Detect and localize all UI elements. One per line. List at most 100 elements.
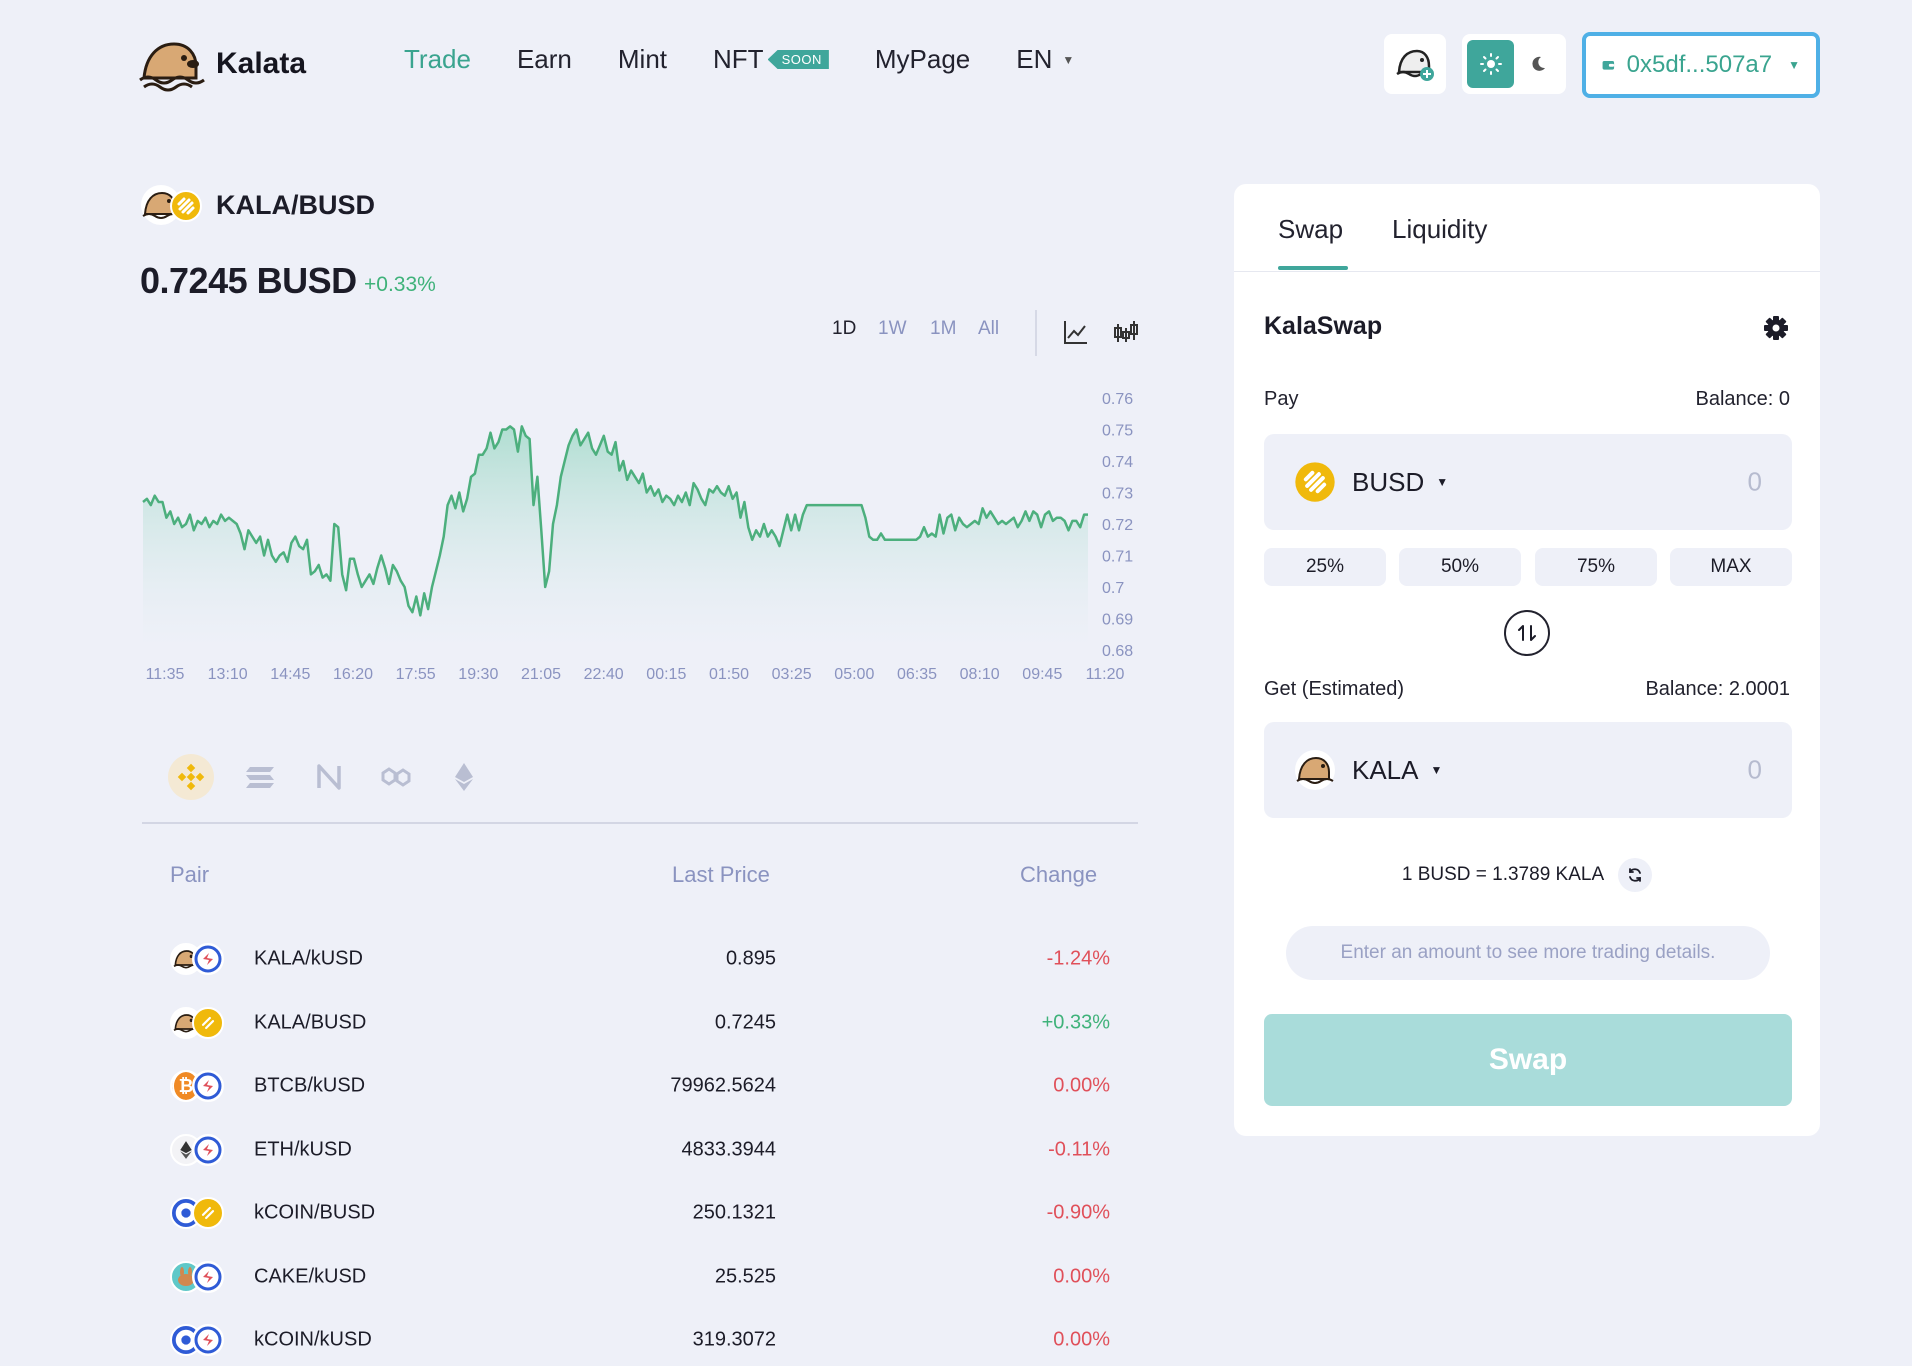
chain-filter-bnb[interactable] <box>168 754 214 800</box>
busd-token-icon <box>170 190 202 222</box>
percent-50-button[interactable]: 50% <box>1399 548 1521 586</box>
market-row[interactable]: CAKE/kUSD 25.525 0.00% <box>140 1246 1110 1308</box>
nav-nft[interactable]: NFT SOON <box>713 44 829 75</box>
pair-icons <box>140 184 202 226</box>
chain-filter-solana[interactable] <box>237 754 283 800</box>
add-kala-token-button[interactable] <box>1384 34 1446 94</box>
market-row[interactable]: KALA/kUSD 0.895 -1.24% <box>140 928 1110 990</box>
brand-logo[interactable]: Kalata <box>138 36 306 92</box>
x-tick-label: 21:05 <box>521 666 561 683</box>
market-row[interactable]: kCOIN/BUSD 250.1321 -0.90% <box>140 1182 1110 1244</box>
market-row[interactable]: ETH/kUSD 4833.3944 -0.11% <box>140 1119 1110 1181</box>
row-pair: KALA/kUSD <box>254 947 363 970</box>
timeframe-1d[interactable]: 1D <box>832 318 857 339</box>
col-header-pair[interactable]: Pair <box>170 862 210 887</box>
y-tick-label: 0.76 <box>1102 391 1133 408</box>
row-pair: ETH/kUSD <box>254 1138 352 1160</box>
row-change: -0.90% <box>1046 1201 1110 1224</box>
nav-earn[interactable]: Earn <box>517 44 572 75</box>
y-tick-label: 0.69 <box>1102 612 1133 629</box>
sun-icon <box>1479 53 1502 75</box>
x-tick-label: 14:45 <box>270 666 310 683</box>
row-last-price: 0.7245 <box>714 1011 776 1033</box>
x-tick-label: 08:10 <box>960 666 1000 683</box>
swap-submit-button[interactable]: Swap <box>1264 1014 1792 1106</box>
kala-token-icon <box>141 185 181 225</box>
main-nav: Trade Earn Mint NFT SOON MyPage EN ▼ <box>404 44 1120 75</box>
kusd-token-icon <box>192 943 224 975</box>
pay-amount-input[interactable] <box>1562 466 1762 498</box>
pair-title: KALA/BUSD <box>216 189 375 220</box>
pair-price: 0.7245 BUSD <box>140 260 357 301</box>
x-tick-label: 11:20 <box>1086 666 1125 683</box>
caret-down-icon: ▼ <box>1430 763 1443 777</box>
refresh-rate-button[interactable] <box>1618 858 1653 892</box>
dark-mode-button[interactable] <box>1514 40 1561 88</box>
pay-token-symbol: BUSD <box>1352 466 1425 497</box>
soon-badge: SOON <box>767 50 829 69</box>
y-tick-label: 0.74 <box>1102 454 1133 471</box>
market-row[interactable]: ₿ BTCB/kUSD 79962.5624 0.00% <box>140 1055 1110 1117</box>
pair-header: KALA/BUSD <box>140 184 375 226</box>
polygon-chain-icon <box>381 767 411 787</box>
y-tick-label: 0.7 <box>1102 580 1124 597</box>
x-tick-label: 22:40 <box>584 666 624 683</box>
timeframe-1w[interactable]: 1W <box>878 318 907 339</box>
x-tick-label: 11:35 <box>146 666 185 683</box>
timeframe-all[interactable]: All <box>978 318 1000 339</box>
nav-mypage[interactable]: MyPage <box>875 44 970 75</box>
chain-filter-ethereum[interactable] <box>441 754 487 800</box>
percent-25-button[interactable]: 25% <box>1264 548 1386 586</box>
get-label: Get (Estimated) <box>1264 678 1405 700</box>
kala-token-icon <box>1295 750 1335 790</box>
wallet-button[interactable]: 0x5df...507a7 ▼ <box>1582 32 1820 98</box>
price-chart[interactable]: 0.76 0.75 0.74 0.73 0.72 0.71 0.7 0.69 0.68 11:3… <box>140 380 1140 686</box>
col-header-last-price[interactable]: Last Price <box>672 862 770 887</box>
x-tick-label: 16:20 <box>333 666 373 683</box>
col-header-change[interactable]: Change <box>1020 862 1098 887</box>
exchange-rate: 1 BUSD = 1.3789 KALA <box>1234 858 1820 892</box>
exchange-rate-text: 1 BUSD = 1.3789 KALA <box>1401 864 1605 885</box>
get-amount-input[interactable] <box>1562 754 1762 786</box>
caret-down-icon: ▼ <box>1788 58 1800 72</box>
busd-token-icon <box>192 1006 224 1039</box>
row-pair: BTCB/kUSD <box>254 1074 366 1097</box>
switch-tokens-button[interactable] <box>1504 610 1550 656</box>
solana-chain-icon <box>246 767 274 788</box>
percent-75-button[interactable]: 75% <box>1535 548 1657 586</box>
pay-token-select[interactable]: BUSD ▼ <box>1294 461 1448 503</box>
pay-token-box: BUSD ▼ <box>1264 434 1792 530</box>
tab-liquidity[interactable]: Liquidity <box>1392 214 1488 244</box>
theme-toggle[interactable] <box>1462 34 1566 94</box>
row-token-icons <box>170 1260 224 1293</box>
active-tab-indicator <box>1278 266 1348 270</box>
timeframe-1m[interactable]: 1M <box>930 318 957 339</box>
x-tick-label: 13:10 <box>208 666 248 683</box>
nav-mypage-label: MyPage <box>874 44 971 74</box>
percent-max-button[interactable]: MAX <box>1670 548 1792 586</box>
get-token-select[interactable]: KALA ▼ <box>1294 749 1442 791</box>
moon-icon <box>1531 56 1545 71</box>
tab-swap[interactable]: Swap <box>1278 214 1344 244</box>
row-token-icons <box>170 1133 224 1166</box>
language-select[interactable]: EN ▼ <box>1016 44 1074 75</box>
light-mode-button[interactable] <box>1467 40 1514 88</box>
kusd-token-icon <box>192 1133 224 1166</box>
row-change: +0.33% <box>1041 1011 1110 1033</box>
market-row[interactable]: kCOIN/kUSD 319.3072 0.00% <box>140 1309 1110 1366</box>
nav-trade-label: Trade <box>404 44 471 74</box>
nav-trade[interactable]: Trade <box>404 44 471 75</box>
line-chart-icon[interactable] <box>1062 318 1090 346</box>
chain-filter-polygon[interactable] <box>373 754 419 800</box>
get-token-symbol: KALA <box>1352 754 1419 785</box>
x-tick-label: 19:30 <box>458 666 498 683</box>
market-row[interactable]: KALA/BUSD 0.7245 +0.33% <box>140 992 1110 1054</box>
gear-icon[interactable] <box>1762 314 1790 342</box>
nav-nft-label: NFT <box>713 44 764 74</box>
swap-title: KalaSwap <box>1264 312 1383 340</box>
nav-mint[interactable]: Mint <box>618 44 667 75</box>
candlestick-chart-icon[interactable] <box>1112 318 1140 346</box>
chain-filter-near[interactable] <box>306 754 352 800</box>
row-last-price: 250.1321 <box>692 1201 776 1224</box>
busd-token-icon <box>192 1197 224 1229</box>
